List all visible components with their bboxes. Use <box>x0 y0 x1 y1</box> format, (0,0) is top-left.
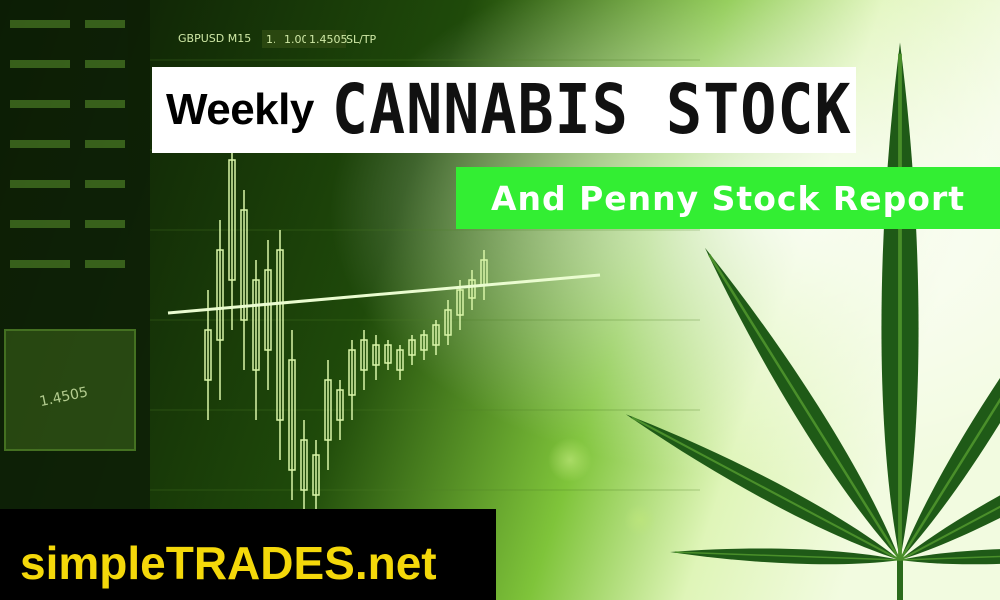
toolbar-sl-tp: SL/TP <box>346 33 377 46</box>
chart-toolbar: GBPUSD M15 1.4505 1.00 1.4505 SL/TP <box>178 30 377 48</box>
brand-banner: simpleTRADES.net <box>0 509 496 600</box>
brand-text: simpleTRADES.net <box>20 536 437 589</box>
subtitle-text: And Penny Stock Report <box>490 178 966 218</box>
toolbar-symbol: GBPUSD M15 <box>178 32 251 45</box>
title-banner: Weekly CANNABIS STOCK <box>152 67 856 153</box>
toolbar-lot: 1.00 <box>284 33 309 46</box>
monitor-panel: 1.4505 <box>0 0 150 510</box>
candlestick-chart <box>204 140 488 510</box>
title-weekly: Weekly <box>166 85 314 134</box>
cannabis-leaf-icon <box>619 43 1000 600</box>
title-main: CANNABIS STOCK <box>331 69 852 151</box>
price-line <box>167 273 601 315</box>
subtitle-banner: And Penny Stock Report <box>456 167 1000 229</box>
toolbar-price-right: 1.4505 <box>309 33 348 46</box>
